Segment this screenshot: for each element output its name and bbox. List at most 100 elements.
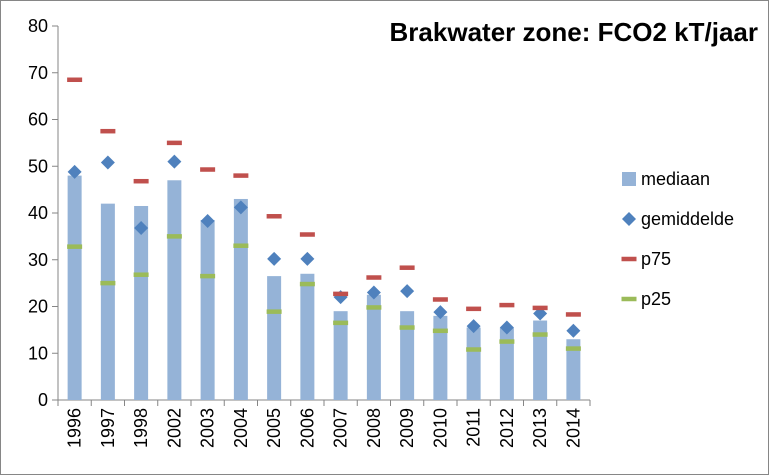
marker-p75-2011 [466, 306, 482, 312]
marker-gemiddelde-2012 [499, 320, 514, 335]
legend: mediaan gemiddelde p75 p25 [621, 169, 734, 309]
bar-mediaan-2010 [433, 315, 448, 400]
marker-p75-2004 [233, 173, 249, 178]
marker-p25-1996 [67, 244, 83, 249]
bar-mediaan-2009 [400, 311, 415, 400]
bar-mediaan-1996 [67, 175, 82, 400]
marker-p75-1997 [100, 128, 116, 134]
marker-p25-2013 [532, 332, 548, 337]
bar-mediaan-2005 [267, 276, 282, 400]
x-tick-label: 1997 [98, 408, 118, 448]
marker-p25-2007 [333, 320, 349, 326]
x-tick-label: 2011 [464, 408, 484, 447]
marker-gemiddelde-2009 [400, 284, 415, 299]
legend-swatch-p25 [621, 296, 637, 302]
axes: 0 10 20 30 40 50 60 70 80 1996 1997 1998 2002 2003 200… [28, 16, 591, 448]
bar-mediaan-2012 [499, 327, 514, 400]
marker-gemiddelde-2002 [167, 154, 182, 169]
marker-gemiddelde-1998 [134, 220, 149, 235]
marker-gemiddelde-2006 [300, 251, 315, 266]
marker-p75-2008 [366, 275, 382, 280]
marker-p25-2003 [200, 273, 216, 279]
marker-p75-2007 [333, 291, 349, 297]
markers [67, 77, 581, 352]
y-tick-label: 30 [28, 250, 48, 270]
marker-p75-2006 [299, 232, 315, 237]
bar-mediaan-2003 [200, 220, 215, 400]
marker-gemiddelde-2008 [366, 285, 381, 300]
x-tick-label: 2005 [264, 408, 284, 448]
bar-mediaan-2006 [300, 273, 315, 400]
bar-mediaan-2002 [167, 180, 182, 400]
y-tick-label: 70 [28, 63, 48, 83]
legend-label-p25: p25 [641, 289, 671, 309]
x-tick-label: 2002 [164, 408, 184, 448]
legend-swatch-gemiddelde [622, 212, 636, 226]
marker-gemiddelde-1997 [100, 155, 115, 170]
bar-mediaan-2011 [466, 327, 481, 400]
marker-gemiddelde-2014 [566, 323, 581, 338]
marker-p25-2012 [499, 339, 515, 344]
bar-mediaan-2013 [533, 320, 548, 400]
marker-p75-1998 [133, 178, 149, 184]
y-tick-label: 40 [28, 203, 48, 223]
x-tick-label: 2010 [430, 408, 450, 448]
legend-label-gemiddelde: gemiddelde [641, 209, 734, 229]
marker-p75-2005 [266, 214, 282, 219]
marker-p25-2009 [399, 325, 415, 330]
marker-p75-2014 [565, 312, 581, 317]
legend-label-mediaan: mediaan [641, 169, 710, 189]
bar-mediaan-1997 [100, 203, 115, 400]
x-tick-label: 2014 [563, 408, 583, 448]
legend-swatch-mediaan [622, 172, 636, 186]
marker-gemiddelde-2003 [200, 213, 215, 228]
x-tick-label: 2013 [530, 408, 550, 448]
marker-p25-2006 [299, 281, 315, 287]
bars-mediaan [67, 175, 581, 400]
legend-label-p75: p75 [641, 249, 671, 269]
x-tick-label: 2009 [397, 408, 417, 448]
chart-title: Brakwater zone: FCO2 kT/jaar [390, 17, 758, 47]
marker-p25-2010 [432, 328, 448, 334]
x-tick-label: 1996 [65, 408, 85, 448]
marker-p25-2014 [565, 346, 581, 351]
marker-p25-2011 [466, 347, 482, 352]
legend-swatch-p75 [621, 256, 637, 262]
x-tick-label: 2007 [331, 408, 351, 448]
marker-p75-2002 [166, 140, 182, 146]
marker-p25-2008 [366, 305, 382, 310]
x-tick-label: 2008 [364, 408, 384, 448]
marker-gemiddelde-2010 [433, 305, 448, 320]
marker-p25-2002 [166, 234, 182, 239]
y-tick-label: 50 [28, 156, 48, 176]
x-tick-label: 2012 [497, 408, 517, 448]
x-tick-label: 1998 [131, 408, 151, 448]
marker-p75-2012 [499, 302, 515, 308]
bar-mediaan-1998 [134, 205, 149, 400]
marker-gemiddelde-2005 [267, 251, 282, 266]
marker-p25-1997 [100, 280, 116, 286]
bar-mediaan-2014 [566, 339, 581, 400]
bar-mediaan-2008 [366, 294, 381, 400]
marker-gemiddelde-2011 [466, 319, 481, 334]
y-tick-label: 60 [28, 110, 48, 130]
y-tick-label: 80 [28, 16, 48, 36]
marker-gemiddelde-2004 [233, 200, 248, 215]
marker-p75-2013 [532, 305, 548, 311]
marker-p75-2009 [399, 265, 415, 270]
marker-p25-1998 [133, 272, 149, 277]
x-tick-label: 2006 [297, 408, 317, 448]
x-tick-label: 2004 [231, 408, 251, 448]
bar-mediaan-2007 [333, 311, 348, 400]
x-tick-label: 2003 [198, 408, 218, 448]
y-tick-label: 0 [38, 390, 48, 410]
y-tick-label: 20 [28, 297, 48, 317]
marker-p25-2004 [233, 243, 249, 248]
marker-p25-2005 [266, 309, 282, 314]
marker-gemiddelde-1996 [67, 164, 82, 179]
marker-p75-2010 [432, 297, 448, 302]
y-tick-label: 10 [28, 343, 48, 363]
bar-mediaan-2004 [233, 198, 248, 400]
